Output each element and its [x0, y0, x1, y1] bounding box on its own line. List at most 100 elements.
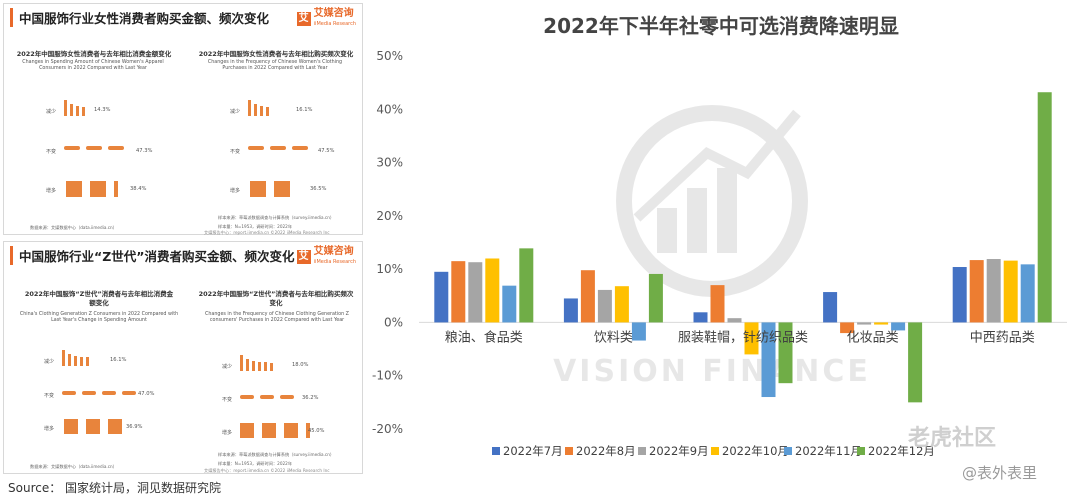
icon-bars-decrease [64, 100, 85, 116]
bar [631, 322, 646, 341]
chart-panel: VISION FINANCE 2022年下半年社零中可选消费降速明显 50% 40… [367, 3, 1076, 474]
bar [434, 271, 449, 323]
icon-bars-decrease [62, 350, 89, 366]
bar [857, 322, 872, 325]
bar [502, 285, 517, 323]
y-tick-label: 40% [376, 102, 403, 116]
legend-swatch [492, 447, 500, 455]
x-axis-labels: 粮油、食品类 饮料类 服装鞋帽，针纺织品类 化妆品类 中西药品类 [445, 329, 1035, 345]
legend: 2022年7月 2022年8月 2022年9月 2022年10月 2022年11月 202… [492, 444, 935, 458]
sub-title-left-en: China's Clothing Generation Z Consumers … [19, 312, 179, 323]
icon-bars-decrease-r [248, 100, 269, 116]
panel-footer: 艾媒报告中心：report.iimedia.cn ©2022 iiMedia R… [204, 468, 330, 473]
sub-title-right: 2022年中国服饰女性消费者与去年相比购买频次变化 [198, 50, 354, 58]
bar [580, 270, 595, 323]
bar [891, 322, 906, 331]
bar [563, 298, 578, 323]
biaowai-watermark: @表外表里 [962, 464, 1038, 482]
pct-same-r: 36.2% [302, 395, 319, 401]
row-label-increase-r: 增多 [222, 430, 233, 436]
legend-swatch [857, 447, 865, 455]
icon-bars-same [64, 146, 124, 150]
row-label-same: 不变 [44, 393, 55, 399]
icon-bars-increase [66, 181, 118, 197]
bar [485, 258, 500, 323]
icon-bars-same-r [240, 395, 294, 399]
y-tick-label: 0% [384, 315, 403, 329]
sub-title-left: 2022年中国服饰“Z世代”消费者与去年相比消费金额变化 [24, 290, 174, 307]
bar [727, 318, 742, 323]
y-tick-label: 20% [376, 209, 403, 223]
sub-title-right-en: Changes in the Frequency of Chinese Wome… [207, 60, 343, 71]
pct-same-r: 47.5% [318, 148, 335, 154]
bar [908, 322, 923, 403]
sub-title-left: 2022年中国服饰女性消费者与去年相比消费金额变化 [16, 50, 172, 58]
x-tick-label: 饮料类 [594, 330, 633, 345]
pct-decrease-r: 18.0% [292, 362, 309, 368]
row-label-same-r: 不变 [230, 149, 241, 155]
sample-note-1: 样本来源：草莓派数据调查与计算系统（survey.iimedia.cn） [218, 452, 335, 457]
legend-label: 2022年10月 [722, 444, 789, 458]
bar [614, 286, 629, 323]
bar [952, 267, 967, 323]
sub-title-left-en: Changes in Spending Amount of Chinese Wo… [22, 60, 164, 71]
pct-decrease: 16.1% [110, 357, 127, 363]
bar [840, 322, 855, 334]
watermark-text: VISION FINANCE [553, 354, 871, 389]
pct-increase-r: 45.0% [308, 428, 325, 434]
x-tick-label: 服装鞋帽，针纺织品类 [678, 329, 808, 345]
iimedia-logo: 艾 艾媒咨询 iiMedia Research [296, 8, 356, 30]
bar [778, 322, 793, 384]
chart-title: 2022年下半年社零中可选消费降速明显 [543, 14, 899, 38]
icon-bars-increase [64, 419, 122, 434]
row-label-same-r: 不变 [222, 397, 233, 403]
logo-sub: iiMedia Research [313, 21, 356, 27]
logo-glyph: 艾 [296, 12, 311, 26]
bar [744, 322, 759, 355]
bar-chart: VISION FINANCE 2022年下半年社零中可选消费降速明显 50% 40… [372, 14, 1067, 458]
bar [1037, 92, 1052, 323]
icon-bars-same-r [248, 146, 308, 150]
row-label-decrease: 减少 [44, 359, 55, 365]
pct-same: 47.3% [136, 148, 153, 154]
laohu-watermark: 老虎社区 [908, 426, 997, 451]
x-tick-label: 粮油、食品类 [445, 329, 523, 345]
bar [693, 312, 708, 323]
bar [451, 261, 466, 323]
icon-bars-same [62, 391, 136, 395]
y-axis: 50% 40% 30% 20% 10% 0% -10% -20% [372, 49, 403, 436]
data-note: 数据来源：艾媒数据中心（data.iimedia.cn） [30, 225, 117, 230]
pct-increase: 38.4% [130, 186, 147, 192]
icon-bars-increase-r [250, 181, 290, 197]
bar [468, 262, 483, 323]
y-tick-label: -10% [372, 369, 403, 383]
icon-bars-increase-r [240, 423, 310, 438]
legend-swatch [711, 447, 719, 455]
row-label-same: 不变 [46, 149, 57, 155]
row-label-increase: 增多 [46, 188, 57, 194]
bar [1020, 264, 1035, 323]
sample-note-2: 样本量：N=1953，调研时间：2022年 [218, 461, 293, 466]
panel-title: 中国服饰行业“Z世代”消费者购买金额、频次变化 [10, 246, 295, 265]
row-label-increase-r: 增多 [230, 188, 241, 194]
x-tick-label: 化妆品类 [847, 330, 899, 345]
y-tick-label: 10% [376, 262, 403, 276]
source-note: Source： 国家统计局，洞见数据研究院 [8, 481, 222, 495]
legend-swatch [565, 447, 573, 455]
legend-label: 2022年7月 [503, 444, 563, 458]
row-label-decrease: 减少 [46, 109, 57, 115]
x-tick-label: 中西药品类 [970, 330, 1035, 345]
legend-label: 2022年12月 [868, 444, 935, 458]
row-label-decrease-r: 减少 [222, 364, 233, 370]
pct-decrease: 14.3% [94, 107, 111, 113]
logo-glyph: 艾 [296, 250, 311, 264]
logo-sub: iiMedia Research [313, 259, 356, 265]
bar [874, 322, 889, 325]
y-tick-label: 30% [376, 156, 403, 170]
infographic-genz-panel: 中国服饰行业“Z世代”消费者购买金额、频次变化 艾 艾媒咨询 iiMedia Re… [3, 241, 363, 474]
bar [597, 289, 612, 323]
data-note: 数据来源：艾媒数据中心（data.iimedia.cn） [30, 464, 117, 469]
iimedia-logo: 艾 艾媒咨询 iiMedia Research [296, 246, 356, 268]
row-label-increase: 增多 [44, 426, 55, 432]
legend-label: 2022年11月 [795, 444, 862, 458]
